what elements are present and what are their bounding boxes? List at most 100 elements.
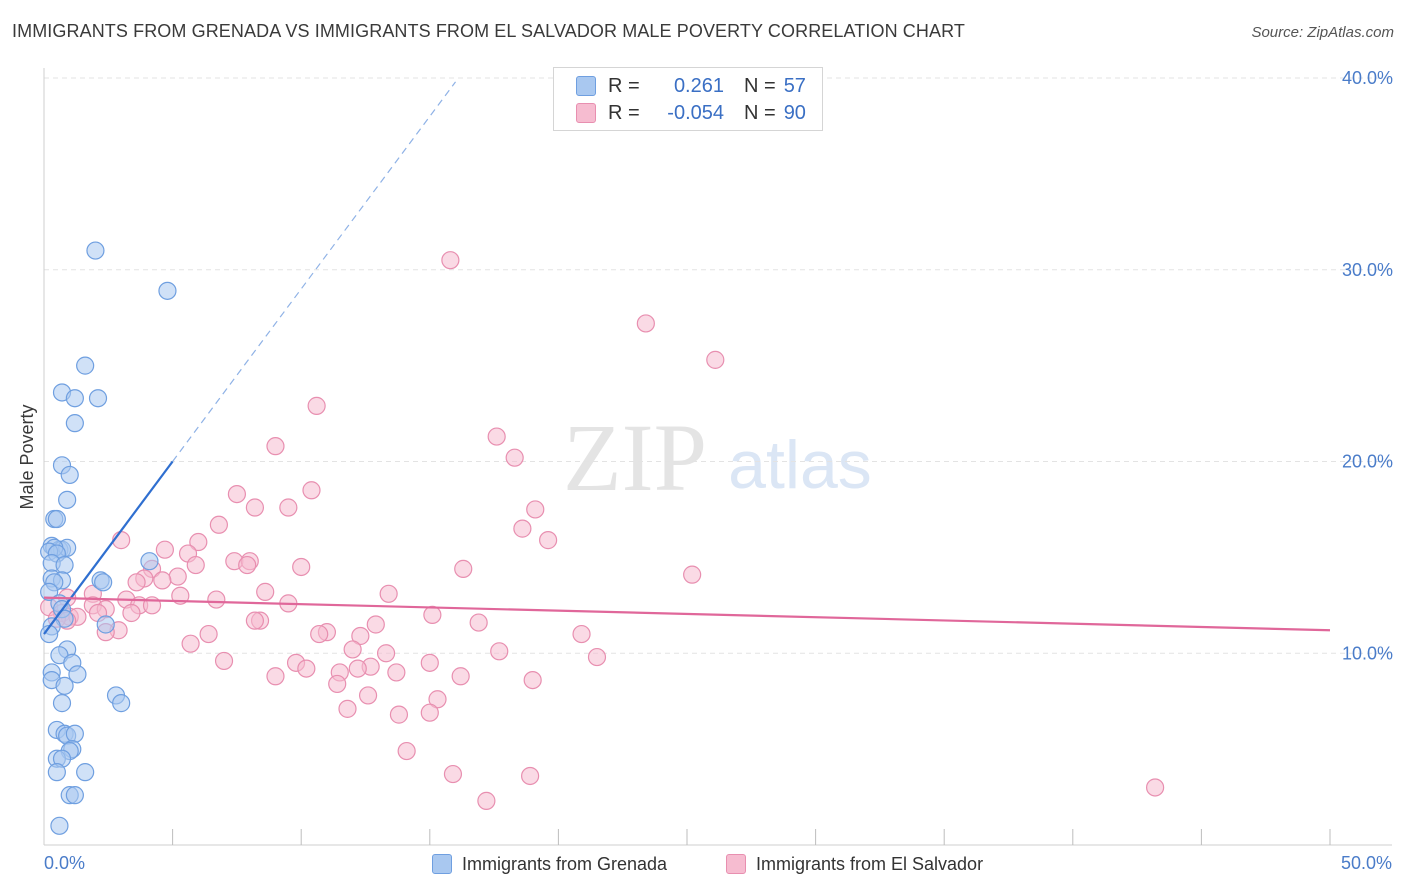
axes xyxy=(43,68,1392,846)
point-grenada xyxy=(76,763,95,782)
y-tick-label: 30.0% xyxy=(1342,260,1393,280)
legend-item-salvador[interactable]: Immigrants from El Salvador xyxy=(726,852,983,876)
point-grenada xyxy=(58,490,77,509)
point-salvador xyxy=(292,557,311,577)
point-salvador xyxy=(387,663,406,682)
point-salvador xyxy=(451,667,470,686)
point-grenada xyxy=(96,615,115,634)
point-salvador xyxy=(168,567,187,586)
y-tick-label: 10.0% xyxy=(1342,643,1393,663)
point-grenada xyxy=(47,509,66,529)
stats-row-grenada: R = 0.261 N = 57 xyxy=(576,73,806,99)
x-ticks: 0.0% 50.0% xyxy=(44,829,1392,873)
trend-line-grenada-extension xyxy=(172,81,457,462)
legend-label-salvador: Immigrants from El Salvador xyxy=(756,853,984,874)
point-grenada xyxy=(55,555,74,575)
point-salvador xyxy=(127,573,146,592)
watermark: ZIP atlas xyxy=(563,404,872,511)
point-grenada xyxy=(76,356,95,375)
point-salvador xyxy=(122,603,141,623)
point-salvador xyxy=(245,611,265,630)
point-salvador xyxy=(307,396,326,415)
point-salvador xyxy=(526,500,545,519)
point-salvador xyxy=(279,498,298,517)
point-salvador xyxy=(189,532,208,552)
point-salvador xyxy=(469,613,488,632)
point-salvador xyxy=(443,764,463,784)
swatch-grenada xyxy=(576,76,596,96)
trend-line-grenada xyxy=(43,460,174,635)
legend-swatch-salvador xyxy=(726,854,746,874)
point-salvador xyxy=(505,448,524,467)
stats-row-salvador: R = -0.054 N = 90 xyxy=(576,100,806,126)
y-tick-label: 20.0% xyxy=(1342,452,1393,472)
point-grenada xyxy=(52,694,72,713)
point-grenada xyxy=(68,665,87,684)
chart-title: IMMIGRANTS FROM GRENADA VS IMMIGRANTS FR… xyxy=(12,21,965,41)
point-grenada xyxy=(47,763,66,782)
swatch-salvador xyxy=(576,103,596,123)
point-grenada xyxy=(60,465,79,485)
point-salvador xyxy=(513,519,532,538)
point-salvador xyxy=(397,741,416,761)
point-grenada xyxy=(40,582,59,601)
point-salvador xyxy=(487,427,506,446)
point-salvador xyxy=(209,515,228,534)
point-salvador xyxy=(348,659,367,678)
point-grenada xyxy=(65,786,84,805)
point-salvador xyxy=(441,251,460,270)
point-salvador xyxy=(351,626,370,646)
point-salvador xyxy=(428,690,447,709)
n-value: 57 xyxy=(783,74,806,97)
point-salvador xyxy=(343,640,362,659)
point-salvador xyxy=(358,686,378,705)
point-grenada xyxy=(94,573,113,592)
point-salvador xyxy=(310,624,329,644)
point-grenada xyxy=(86,241,105,260)
point-salvador xyxy=(587,647,607,667)
point-salvador xyxy=(181,634,200,653)
point-salvador xyxy=(389,705,409,724)
legend-label-grenada: Immigrants from Grenada xyxy=(462,853,668,874)
y-axis-label: Male Poverty xyxy=(17,404,37,509)
point-grenada xyxy=(65,414,84,433)
legend-item-grenada[interactable]: Immigrants from Grenada xyxy=(432,852,667,876)
point-salvador xyxy=(328,674,347,694)
n-label: N = xyxy=(744,74,776,97)
y-tick-label: 40.0% xyxy=(1342,68,1393,88)
point-salvador xyxy=(683,565,702,584)
stats-legend: R = 0.261 N = 57 R = -0.054 N = 90 xyxy=(553,67,823,131)
point-salvador xyxy=(256,582,275,601)
n-label: N = xyxy=(744,101,776,124)
point-salvador xyxy=(245,498,265,517)
point-grenada xyxy=(50,816,69,835)
point-salvador xyxy=(227,484,246,504)
n-value: 90 xyxy=(783,101,806,124)
point-grenada xyxy=(158,281,177,300)
series-grenada xyxy=(40,241,177,835)
point-grenada xyxy=(112,694,131,713)
point-grenada xyxy=(55,676,74,695)
point-salvador xyxy=(420,653,439,672)
trend-line-salvador xyxy=(43,596,1331,632)
point-grenada xyxy=(65,389,84,408)
series-el-salvador xyxy=(40,251,1165,810)
point-salvador xyxy=(572,624,591,644)
point-salvador xyxy=(490,642,509,661)
point-salvador xyxy=(477,791,496,810)
point-salvador xyxy=(266,437,285,456)
r-value: -0.054 xyxy=(667,101,724,124)
point-salvador xyxy=(423,605,442,625)
point-salvador xyxy=(379,584,398,603)
point-salvador xyxy=(706,350,725,369)
point-salvador xyxy=(454,559,473,578)
point-salvador xyxy=(238,555,257,575)
watermark-atlas: atlas xyxy=(728,427,872,503)
point-salvador xyxy=(207,590,226,609)
point-salvador xyxy=(1146,778,1165,797)
source-label: Source: ZipAtlas.com xyxy=(1251,24,1394,41)
point-salvador xyxy=(338,699,357,718)
point-salvador xyxy=(523,670,542,690)
point-salvador xyxy=(199,624,218,644)
point-salvador xyxy=(153,571,172,590)
